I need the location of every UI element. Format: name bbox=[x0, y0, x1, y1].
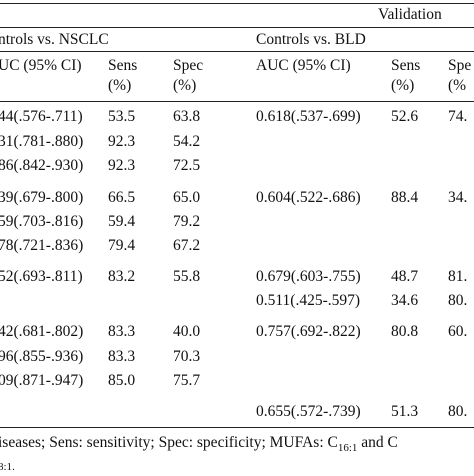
footnote-line-2: 8:1. bbox=[0, 458, 15, 476]
cell-sens-nsclc: 59.4 bbox=[108, 213, 136, 230]
footnote-subscript-2: 8:1 bbox=[0, 461, 13, 473]
column-header-bottom-rule bbox=[0, 101, 474, 102]
cell-spec-nsclc: 72.5 bbox=[173, 157, 201, 174]
cell-sens-bld: 51.3 bbox=[391, 403, 419, 420]
cell-auc-nsclc: 39(.679-.800) bbox=[0, 189, 84, 206]
cell-auc-bld: 0.618(.537-.699) bbox=[256, 108, 361, 125]
cell-auc-nsclc: 78(.721-.836) bbox=[0, 237, 84, 254]
section-header-bld: Controls vs. BLD bbox=[256, 31, 366, 48]
table-bottom-rule bbox=[0, 427, 474, 428]
cell-auc-nsclc: 42(.681-.802) bbox=[0, 323, 84, 340]
cell-spec-bld: 81. bbox=[448, 268, 468, 285]
cell-sens-bld: 48.7 bbox=[391, 268, 419, 285]
column-header-auc-bld: AUC (95% CI) bbox=[256, 57, 351, 74]
cell-auc-nsclc: 09(.871-.947) bbox=[0, 372, 84, 389]
cell-sens-nsclc: 53.5 bbox=[108, 108, 136, 125]
cell-spec-nsclc: 67.2 bbox=[173, 237, 201, 254]
cell-spec-nsclc: 55.8 bbox=[173, 268, 201, 285]
column-header-sens-bld: Sens bbox=[391, 57, 421, 74]
cell-sens-bld: 52.6 bbox=[391, 108, 419, 125]
cell-spec-nsclc: 70.3 bbox=[173, 348, 201, 365]
cell-sens-nsclc: 83.2 bbox=[108, 268, 136, 285]
cell-auc-bld: 0.757(.692-.822) bbox=[256, 323, 361, 340]
column-header-sens-nsclc-unit: (%) bbox=[108, 77, 132, 94]
cell-sens-nsclc: 83.3 bbox=[108, 348, 136, 365]
cell-spec-bld: 74. bbox=[448, 108, 468, 125]
cell-auc-nsclc: 31(.781-.880) bbox=[0, 133, 84, 150]
cell-sens-nsclc: 83.3 bbox=[108, 323, 136, 340]
group-rule bbox=[0, 27, 474, 28]
cell-spec-bld: 80. bbox=[448, 292, 468, 309]
column-header-sens-bld-unit: (%) bbox=[391, 77, 415, 94]
cell-sens-nsclc: 92.3 bbox=[108, 157, 136, 174]
column-header-spec-nsclc: Spec bbox=[173, 57, 204, 74]
cell-sens-bld: 80.8 bbox=[391, 323, 419, 340]
cell-auc-bld: 0.604(.522-.686) bbox=[256, 189, 361, 206]
cell-spec-nsclc: 75.7 bbox=[173, 372, 201, 389]
cell-auc-nsclc: 96(.855-.936) bbox=[0, 348, 84, 365]
cell-spec-nsclc: 63.8 bbox=[173, 108, 201, 125]
cell-sens-bld: 34.6 bbox=[391, 292, 419, 309]
footnote-subscript: 16:1 bbox=[337, 442, 358, 455]
cell-spec-nsclc: 65.0 bbox=[173, 189, 201, 206]
group-label: Validation bbox=[378, 6, 442, 23]
footnote-text: iseases; Sens: sensitivity; Spec: specif… bbox=[0, 434, 338, 451]
cell-sens-nsclc: 79.4 bbox=[108, 237, 136, 254]
cell-spec-nsclc: 40.0 bbox=[173, 323, 201, 340]
section-header-nsclc: ntrols vs. NSCLC bbox=[0, 31, 109, 48]
header-rule bbox=[0, 51, 474, 52]
cell-spec-bld: 34. bbox=[448, 189, 468, 206]
cell-spec-bld: 60. bbox=[448, 323, 468, 340]
cell-sens-nsclc: 85.0 bbox=[108, 372, 136, 389]
cell-spec-nsclc: 54.2 bbox=[173, 133, 201, 150]
cell-auc-bld: 0.655(.572-.739) bbox=[256, 403, 361, 420]
column-header-spec-nsclc-unit: (%) bbox=[173, 77, 197, 94]
column-header-spec-bld-unit: (% bbox=[448, 77, 467, 94]
footnote-text-tail: and C bbox=[357, 434, 398, 451]
footnote-line-1: iseases; Sens: sensitivity; Spec: specif… bbox=[0, 434, 398, 457]
cell-auc-bld: 0.679(.603-.755) bbox=[256, 268, 361, 285]
cell-sens-bld: 88.4 bbox=[391, 189, 419, 206]
cell-sens-nsclc: 66.5 bbox=[108, 189, 136, 206]
column-header-sens-nsclc: Sens bbox=[108, 57, 138, 74]
cell-auc-nsclc: 44(.576-.711) bbox=[0, 108, 83, 125]
column-header-spec-bld: Spe bbox=[448, 57, 472, 74]
cell-sens-nsclc: 92.3 bbox=[108, 133, 136, 150]
cell-auc-bld: 0.511(.425-.597) bbox=[256, 292, 361, 309]
top-rule bbox=[0, 3, 474, 4]
column-header-auc-nsclc: UC (95% CI) bbox=[0, 57, 82, 74]
cell-auc-nsclc: 52(.693-.811) bbox=[0, 268, 83, 285]
footnote-period: . bbox=[12, 461, 15, 473]
cell-spec-nsclc: 79.2 bbox=[173, 213, 201, 230]
cell-spec-bld: 80. bbox=[448, 403, 468, 420]
cell-auc-nsclc: 59(.703-.816) bbox=[0, 213, 84, 230]
cell-auc-nsclc: 86(.842-.930) bbox=[0, 157, 84, 174]
